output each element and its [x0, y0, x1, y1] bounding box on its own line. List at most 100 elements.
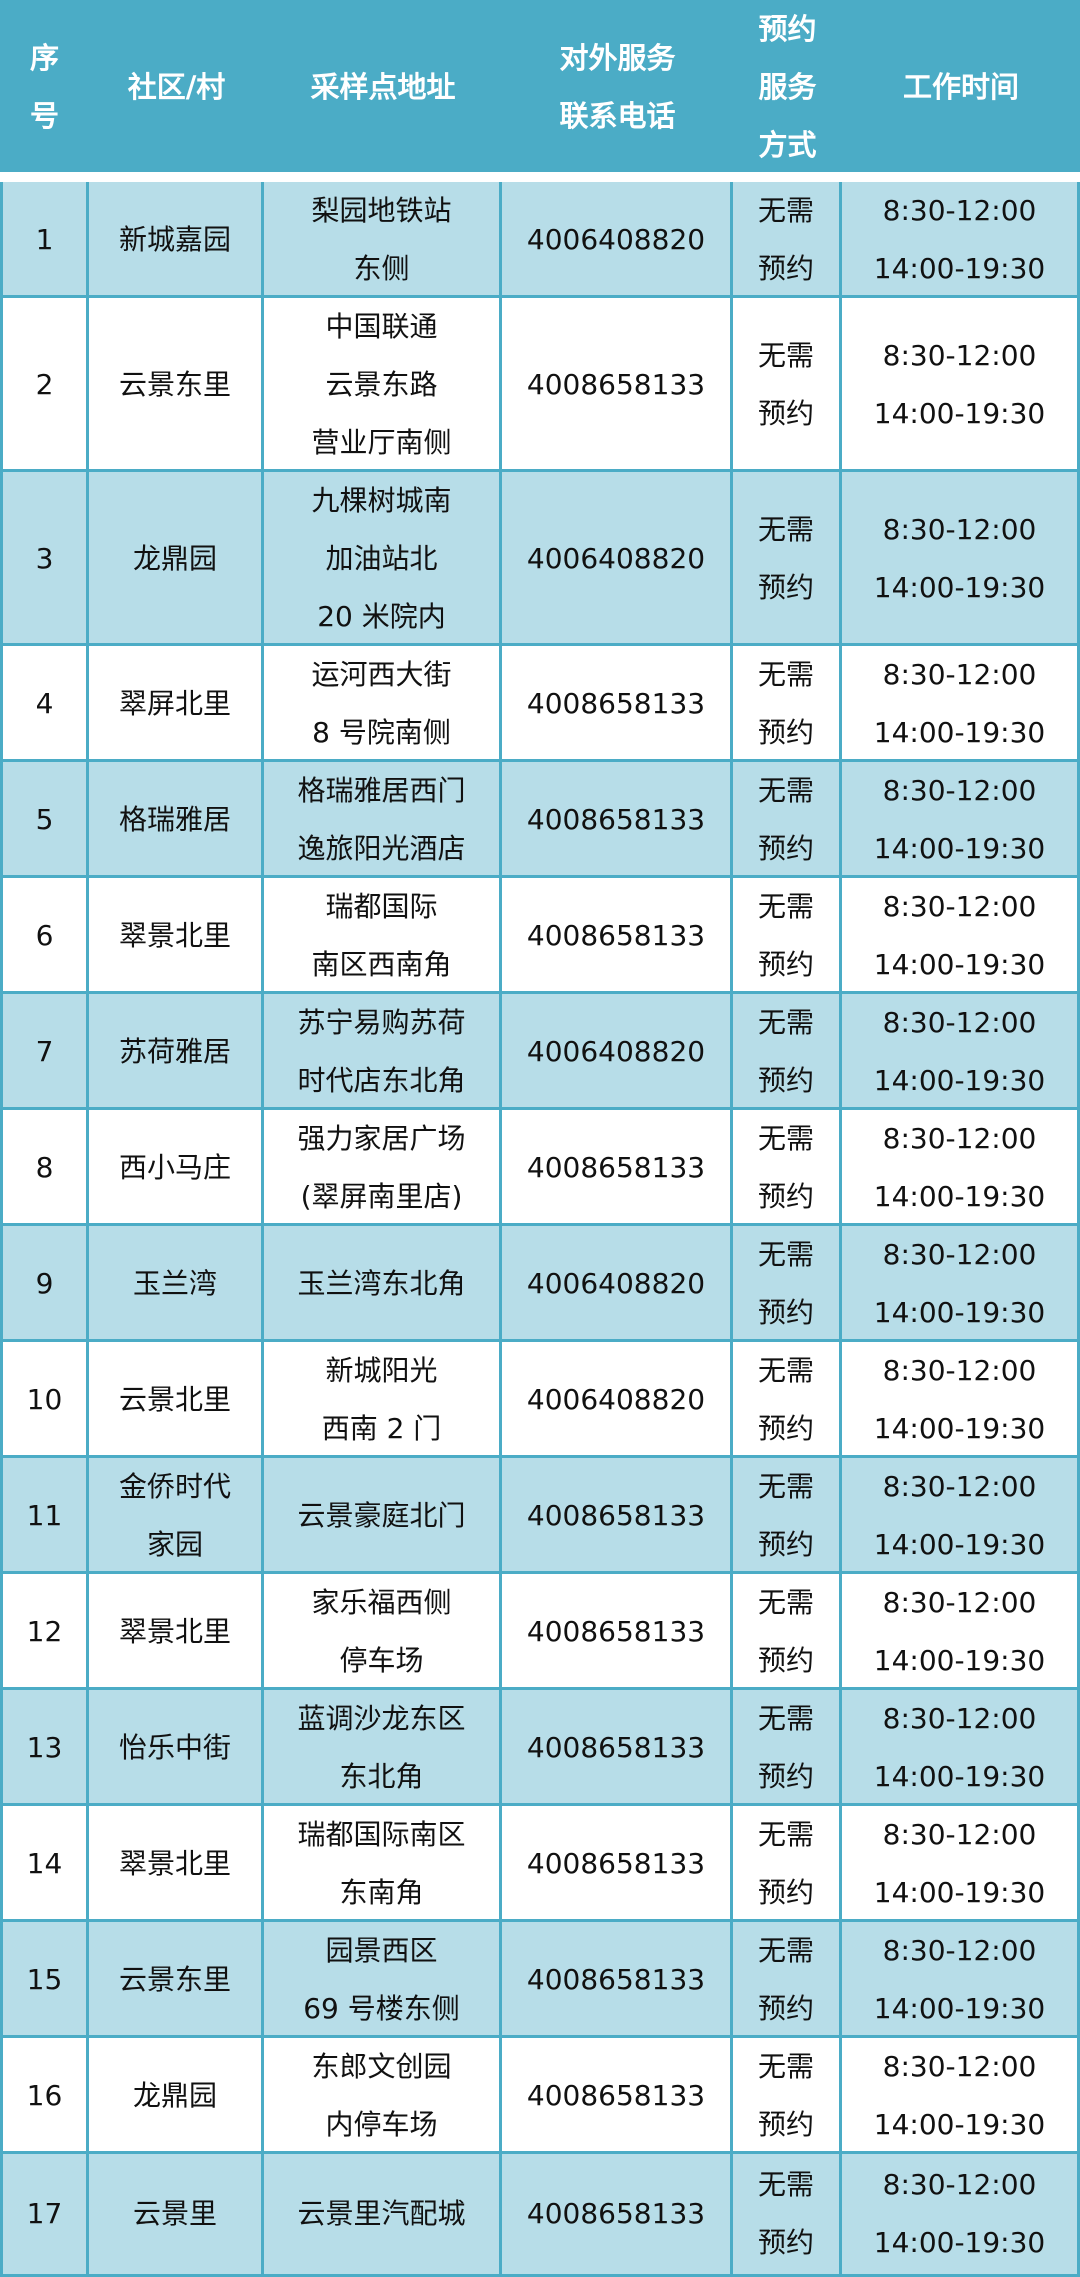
cell-index: 2	[3, 298, 89, 472]
table-row: 1 新城嘉园 梨园地铁站 东侧 4006408820 无需 预约 8:30-12:00 1…	[3, 182, 1077, 298]
cell-address: 东郎文创园 内停车场	[264, 2038, 502, 2154]
cell-hours: 8:30-12:00 14:00-19:30	[873, 1006, 1046, 1097]
cell-community: 苏荷雅居	[89, 994, 264, 1110]
cell-booking: 无需 预约	[733, 1110, 842, 1226]
cell-index: 15	[3, 1922, 89, 2038]
cell-phone: 4008658133	[502, 2154, 733, 2274]
cell-address: 园景西区 69 号楼东侧	[264, 1922, 502, 2038]
header-booking: 预约 服务 方式	[758, 12, 817, 162]
header-address: 采样点地址	[310, 70, 456, 104]
cell-phone: 4008658133	[502, 1458, 733, 1574]
table-row: 10 云景北里 新城阳光 西南 2 门 4006408820 无需 预约 8:30-12:…	[3, 1342, 1077, 1458]
cell-address: 梨园地铁站 东侧	[264, 182, 502, 298]
cell-address: 蓝调沙龙东区 东北角	[264, 1690, 502, 1806]
cell-booking: 无需 预约	[733, 1226, 842, 1342]
cell-phone: 4006408820	[502, 1226, 733, 1342]
cell-phone: 4008658133	[502, 1806, 733, 1922]
table-row: 6 翠景北里 瑞都国际 南区西南角 4008658133 无需 预约 8:30-12:00…	[3, 878, 1077, 994]
cell-community: 格瑞雅居	[89, 762, 264, 878]
header-community: 社区/村	[127, 70, 226, 104]
cell-community: 翠屏北里	[89, 646, 264, 762]
cell-hours: 8:30-12:00 14:00-19:30	[873, 2168, 1046, 2259]
cell-index: 13	[3, 1690, 89, 1806]
cell-hours: 8:30-12:00 14:00-19:30	[873, 513, 1046, 604]
cell-hours: 8:30-12:00 14:00-19:30	[873, 1354, 1046, 1445]
table-row: 9 玉兰湾 玉兰湾东北角 4006408820 无需 预约 8:30-12:00 14:0…	[3, 1226, 1077, 1342]
cell-booking: 无需 预约	[733, 1342, 842, 1458]
cell-booking: 无需 预约	[733, 1690, 842, 1806]
cell-community: 怡乐中街	[89, 1690, 264, 1806]
cell-community: 龙鼎园	[89, 2038, 264, 2154]
cell-hours: 8:30-12:00 14:00-19:30	[873, 2050, 1046, 2141]
cell-booking: 无需 预约	[733, 1806, 842, 1922]
cell-index: 3	[3, 472, 89, 646]
header-phone: 对外服务 联系电话	[559, 41, 676, 133]
cell-hours: 8:30-12:00 14:00-19:30	[873, 890, 1046, 981]
cell-booking: 无需 预约	[733, 472, 842, 646]
header-index: 序 号	[29, 41, 59, 133]
cell-phone: 4008658133	[502, 646, 733, 762]
table-row: 2 云景东里 中国联通 云景东路 营业厅南侧 4008658133 无需 预约 8:30-…	[3, 298, 1077, 472]
cell-address: 云景里汽配城	[264, 2154, 502, 2274]
table-row: 7 苏荷雅居 苏宁易购苏荷 时代店东北角 4006408820 无需 预约 8:30-12…	[3, 994, 1077, 1110]
cell-booking: 无需 预约	[733, 2154, 842, 2274]
table-row: 11 金侨时代 家园 云景豪庭北门 4008658133 无需 预约 8:30-12:00…	[3, 1458, 1077, 1574]
cell-community: 金侨时代 家园	[89, 1458, 264, 1574]
table-row: 12 翠景北里 家乐福西侧 停车场 4008658133 无需 预约 8:30-12:00…	[3, 1574, 1077, 1690]
cell-phone: 4008658133	[502, 762, 733, 878]
table-row: 17 云景里 云景里汽配城 4008658133 无需 预约 8:30-12:00 14:…	[3, 2154, 1077, 2277]
cell-address: 云景豪庭北门	[264, 1458, 502, 1574]
sampling-sites-table: 1 新城嘉园 梨园地铁站 东侧 4006408820 无需 预约 8:30-12:00 1…	[0, 182, 1080, 2277]
cell-hours: 8:30-12:00 14:00-19:30	[873, 1934, 1046, 2025]
cell-hours: 8:30-12:00 14:00-19:30	[873, 1818, 1046, 1909]
header-gap	[0, 172, 1080, 182]
cell-address: 家乐福西侧 停车场	[264, 1574, 502, 1690]
cell-index: 4	[3, 646, 89, 762]
cell-booking: 无需 预约	[733, 298, 842, 472]
cell-index: 11	[3, 1458, 89, 1574]
cell-community: 玉兰湾	[89, 1226, 264, 1342]
cell-phone: 4006408820	[502, 182, 733, 298]
table-header: 序 号 社区/村 采样点地址 对外服务 联系电话 预约 服务 方式 工作时间	[0, 0, 1080, 172]
cell-booking: 无需 预约	[733, 182, 842, 298]
cell-index: 6	[3, 878, 89, 994]
cell-phone: 4008658133	[502, 1690, 733, 1806]
cell-address: 瑞都国际南区 东南角	[264, 1806, 502, 1922]
cell-index: 9	[3, 1226, 89, 1342]
cell-address: 强力家居广场 (翠屏南里店)	[264, 1110, 502, 1226]
cell-phone: 4008658133	[502, 1110, 733, 1226]
cell-address: 九棵树城南 加油站北 20 米院内	[264, 472, 502, 646]
cell-phone: 4006408820	[502, 472, 733, 646]
cell-index: 1	[3, 182, 89, 298]
cell-address: 苏宁易购苏荷 时代店东北角	[264, 994, 502, 1110]
table-row: 15 云景东里 园景西区 69 号楼东侧 4008658133 无需 预约 8:30-12…	[3, 1922, 1077, 2038]
cell-phone: 4008658133	[502, 298, 733, 472]
cell-community: 云景北里	[89, 1342, 264, 1458]
cell-index: 10	[3, 1342, 89, 1458]
cell-community: 翠景北里	[89, 878, 264, 994]
cell-phone: 4006408820	[502, 1342, 733, 1458]
cell-community: 云景东里	[89, 1922, 264, 2038]
cell-booking: 无需 预约	[733, 1574, 842, 1690]
table-row: 8 西小马庄 强力家居广场 (翠屏南里店) 4008658133 无需 预约 8:30-1…	[3, 1110, 1077, 1226]
cell-hours: 8:30-12:00 14:00-19:30	[873, 1122, 1046, 1213]
cell-phone: 4008658133	[502, 878, 733, 994]
cell-community: 新城嘉园	[89, 182, 264, 298]
cell-hours: 8:30-12:00 14:00-19:30	[873, 658, 1046, 749]
cell-address: 格瑞雅居西门 逸旅阳光酒店	[264, 762, 502, 878]
cell-booking: 无需 预约	[733, 646, 842, 762]
cell-community: 翠景北里	[89, 1806, 264, 1922]
cell-hours: 8:30-12:00 14:00-19:30	[873, 339, 1046, 430]
cell-index: 5	[3, 762, 89, 878]
cell-booking: 无需 预约	[733, 762, 842, 878]
cell-phone: 4006408820	[502, 994, 733, 1110]
cell-phone: 4008658133	[502, 2038, 733, 2154]
table-row: 5 格瑞雅居 格瑞雅居西门 逸旅阳光酒店 4008658133 无需 预约 8:30-12…	[3, 762, 1077, 878]
cell-booking: 无需 预约	[733, 994, 842, 1110]
cell-index: 14	[3, 1806, 89, 1922]
cell-booking: 无需 预约	[733, 2038, 842, 2154]
table-row: 14 翠景北里 瑞都国际南区 东南角 4008658133 无需 预约 8:30-12:0…	[3, 1806, 1077, 1922]
cell-booking: 无需 预约	[733, 1458, 842, 1574]
cell-booking: 无需 预约	[733, 878, 842, 994]
cell-hours: 8:30-12:00 14:00-19:30	[873, 774, 1046, 865]
